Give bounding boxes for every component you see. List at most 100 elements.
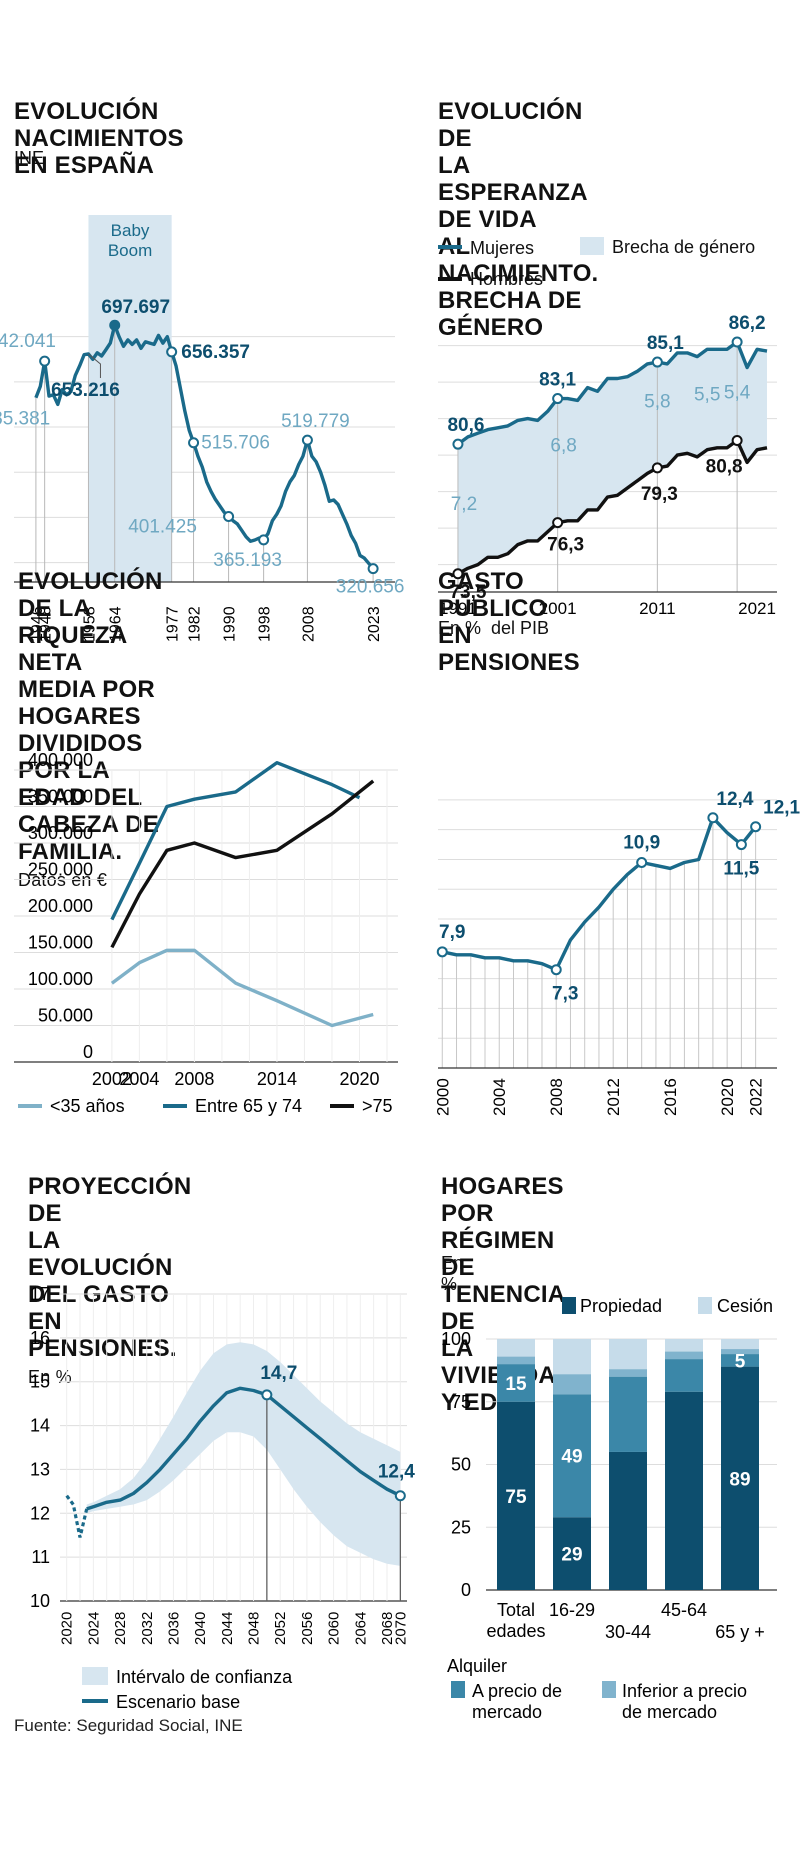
pension-marker-2008 [550,964,562,976]
wealth-title: EVOLUCIÓN DE LA RIQUEZA NETA MEDIA POR H… [18,568,163,890]
life-value-label: 80,6 [447,415,484,436]
proj-x-tick-2068: 2068 [379,1612,396,1645]
men-line [457,438,768,576]
births-title: EVOLUCIÓN NACIMIENTOS EN ESPAÑA [14,98,184,179]
pension-value-label: 12,4 [716,789,753,810]
bar-2-1 [609,1376,647,1452]
wealth-x-tick-2002: 2002 [92,1069,132,1089]
bar-3-3 [665,1339,703,1352]
pension-marker-2014 [636,856,648,868]
births-marker-2023 [367,563,379,575]
bar-4-1 [721,1354,759,1367]
legend-market-label-2: mercado [472,1702,542,1722]
proj-x-tick-2064: 2064 [352,1612,369,1645]
life-value-label: 80,8 [706,457,743,478]
housing-value-label: 5 [735,1351,746,1372]
proj-x-tick-2028: 2028 [112,1612,129,1645]
wealth-series-0 [110,948,374,1028]
legend-market-swatch [451,1681,465,1698]
gap-value-label: 5,4 [724,383,751,404]
births-value-label: 365.193 [213,550,282,571]
source-note: Fuente: Seguridad Social, INE [14,1716,243,1735]
legend-below-label-2: de mercado [622,1702,717,1722]
housing-category-0: edades [486,1621,545,1641]
pension-spend-subtitle: En % del PIB [438,618,550,638]
legend-below-swatch [602,1681,616,1698]
births-marker-1982 [188,437,200,449]
wealth-x-tick-2008: 2008 [174,1069,214,1089]
pension-x-tick-2008: 2008 [547,1078,566,1116]
bar-4-0 [721,1366,759,1590]
women-line [456,340,768,446]
births-value-label: 401.425 [128,517,197,538]
gap-value-label: 5,8 [644,392,670,413]
housing-category-4: 65 y + [715,1622,765,1642]
life-value-label: 86,2 [729,313,766,334]
pension-marker-2019 [707,812,719,824]
pension-marker-2022 [750,821,762,833]
men-marker-2019 [731,435,743,447]
bar-4-2 [721,1349,759,1355]
housing-subtitle: En % [441,1253,464,1294]
legend-ownership-label: Propiedad [580,1296,662,1316]
proj-y-tick: 13 [30,1459,50,1479]
pension-x-tick-2004: 2004 [490,1078,509,1116]
proj-x-tick-2052: 2052 [272,1612,289,1645]
proj-y-tick: 11 [31,1547,50,1567]
births-line [34,323,375,570]
housing-title: HOGARES POR RÉGIMEN DE TENENCIA DE LA VI… [441,1173,565,1416]
housing-y-tick: 25 [451,1517,471,1537]
proj-x-tick-2048: 2048 [246,1612,263,1645]
women-marker-1991 [452,438,464,450]
wealth-x-tick-2014: 2014 [257,1069,297,1089]
housing-value-label: 49 [561,1447,582,1468]
gap-value-label: 6,8 [550,435,576,456]
housing-category-0: Total [497,1600,535,1620]
wealth-x-tick-2020: 2020 [339,1069,379,1089]
legend-over75-label: >75 [362,1096,393,1116]
births-x-tick-1977: 1977 [165,606,182,642]
legend-band-swatch [82,1667,108,1685]
pension-x-tick-2020: 2020 [718,1078,737,1116]
legend-cession-swatch [698,1297,712,1314]
births-value-label: 697.697 [101,297,170,318]
life-expectancy-title: EVOLUCIÓN DE LA ESPERANZA DE VIDA AL NAC… [438,98,599,341]
women-marker-2011 [651,356,663,368]
life-value-label: 83,1 [539,370,576,391]
bar-2-2 [609,1369,647,1377]
life-value-label: 85,1 [647,333,684,354]
pension-value-label: 10,9 [623,832,660,853]
births-value-label: 320.656 [336,577,405,598]
legend-gap-label: Brecha de género [612,237,755,257]
pension-value-label: 7,9 [439,922,465,943]
proj-y-tick: 10 [30,1591,50,1611]
housing-y-tick: 50 [451,1455,471,1475]
life-value-label: 76,3 [547,535,584,556]
births-x-tick-2023: 2023 [366,606,383,642]
housing-y-tick: 0 [461,1580,471,1600]
pension-value-label: 12,1 [763,798,800,819]
bar-2-0 [609,1451,647,1590]
births-marker-2008 [301,434,313,446]
wealth-y-tick: 150.000 [28,933,93,953]
proj-y-tick: 14 [30,1416,50,1436]
births-x-tick-1990: 1990 [222,606,239,642]
housing-category-1: 16-29 [549,1600,595,1620]
births-value-label: 585.381 [0,409,50,430]
births-marker-1948 [39,355,51,367]
proj-x-tick-2060: 2060 [326,1612,343,1645]
pension-x-tick-2016: 2016 [661,1078,680,1116]
legend-cession-label: Cesión [717,1296,773,1316]
wealth-subtitle: Datos en € [18,870,108,890]
proj-x-tick-2056: 2056 [299,1612,316,1645]
legend-band-label: Intérvalo de confianza [116,1667,293,1687]
births-x-tick-1982: 1982 [187,606,204,642]
births-marker-1990 [223,511,235,523]
baby-boom-band [88,215,172,582]
bar-2-3 [609,1339,647,1370]
proj-x-tick-2044: 2044 [219,1612,236,1645]
wealth-y-tick: 100.000 [28,969,93,989]
